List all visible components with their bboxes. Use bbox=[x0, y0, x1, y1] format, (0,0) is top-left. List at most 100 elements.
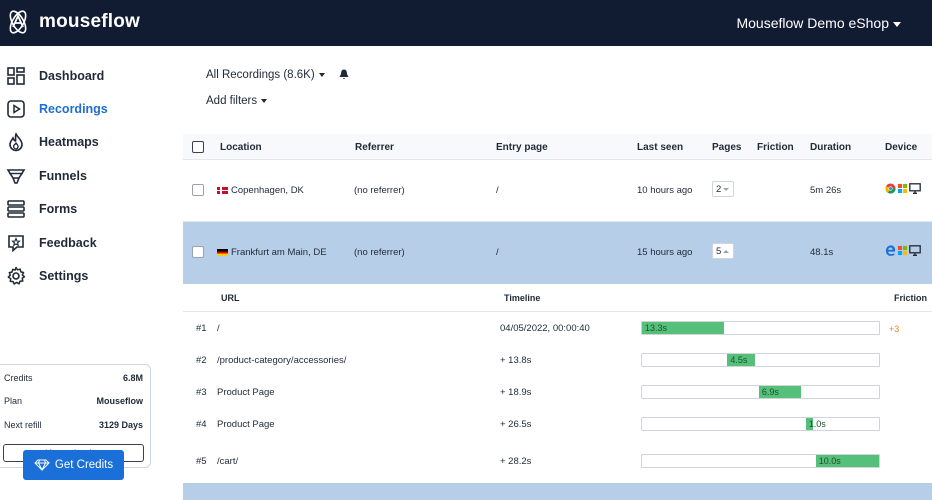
pages-count: 2 bbox=[716, 183, 722, 195]
windows-icon bbox=[897, 245, 908, 256]
get-credits-button[interactable]: Get Credits bbox=[23, 450, 124, 480]
timeline-bar-fill bbox=[642, 322, 724, 334]
column-header-device[interactable]: Device bbox=[885, 142, 918, 153]
column-header-entry-page[interactable]: Entry page bbox=[496, 142, 548, 153]
windows-icon bbox=[897, 183, 908, 194]
pages-count: 5 bbox=[716, 245, 722, 257]
duration-cell: 48.1s bbox=[810, 247, 834, 258]
column-header-referrer[interactable]: Referrer bbox=[355, 142, 394, 153]
main-content: All Recordings (8.6K) Add filters Locati… bbox=[183, 46, 932, 500]
chevron-down-icon bbox=[723, 187, 730, 191]
play-icon bbox=[7, 100, 25, 118]
pageview-index: #5 bbox=[196, 456, 207, 467]
pageview-time: + 18.9s bbox=[500, 387, 532, 398]
plan-label: Plan bbox=[4, 396, 23, 406]
select-all-checkbox[interactable] bbox=[192, 141, 204, 153]
sidebar-item-label: Funnels bbox=[39, 169, 87, 183]
pageview-row[interactable]: #5 /cart/ + 28.2s 10.0s bbox=[183, 454, 932, 478]
pageview-index: #2 bbox=[196, 355, 207, 366]
timeline-bar-fill bbox=[815, 455, 879, 467]
timeline-duration: 10.0s bbox=[818, 456, 841, 466]
edge-icon bbox=[885, 245, 896, 256]
sidebar-item-recordings[interactable]: Recordings bbox=[6, 97, 108, 121]
chevron-down-icon bbox=[893, 21, 901, 27]
column-header-url: URL bbox=[221, 293, 240, 303]
friction-score: +3 bbox=[889, 324, 900, 334]
sidebar-item-feedback[interactable]: Feedback bbox=[6, 231, 97, 255]
refill-row: Next refill 3129 Days bbox=[4, 420, 143, 430]
sidebar-item-label: Feedback bbox=[39, 236, 97, 250]
sidebar-item-settings[interactable]: Settings bbox=[6, 264, 88, 288]
column-header-last-seen[interactable]: Last seen bbox=[637, 142, 684, 153]
site-selector[interactable]: Mouseflow Demo eShop bbox=[736, 15, 901, 31]
pageview-row[interactable]: #4 Product Page + 26.5s 1.0s bbox=[183, 417, 932, 441]
timeline-bar: 10.0s bbox=[641, 454, 880, 468]
sidebar-item-label: Settings bbox=[39, 269, 89, 283]
table-row[interactable]: Copenhagen, DK (no referrer) / 10 hours … bbox=[183, 160, 932, 222]
table-row-next[interactable] bbox=[183, 483, 932, 500]
column-header-pages[interactable]: Pages bbox=[712, 142, 742, 153]
recordings-selector[interactable]: All Recordings (8.6K) bbox=[206, 69, 325, 81]
feedback-icon bbox=[8, 235, 24, 253]
germany-flag-icon bbox=[217, 248, 228, 256]
table-header: Location Referrer Entry page Last seen P… bbox=[183, 134, 932, 160]
forms-icon bbox=[7, 200, 25, 218]
entry-page-cell[interactable]: / bbox=[496, 247, 499, 258]
column-header-friction[interactable]: Friction bbox=[757, 142, 794, 153]
pageview-time: 04/05/2022, 00:00:40 bbox=[500, 323, 590, 334]
logo[interactable]: mouseflow bbox=[4, 8, 140, 36]
denmark-flag-icon bbox=[217, 186, 228, 194]
sidebar-item-label: Dashboard bbox=[39, 69, 105, 83]
pageview-url[interactable]: /cart/ bbox=[217, 456, 239, 467]
pageview-row[interactable]: #3 Product Page + 18.9s 6.9s bbox=[183, 385, 932, 409]
pageview-url[interactable]: /product-category/accessories/ bbox=[217, 355, 347, 366]
recordings-selector-label: All Recordings (8.6K) bbox=[206, 69, 315, 81]
location-cell: Copenhagen, DK bbox=[217, 185, 304, 196]
column-header-duration[interactable]: Duration bbox=[810, 142, 852, 153]
sidebar: Dashboard Recordings Heatmaps Funnels Fo… bbox=[0, 46, 152, 500]
pageview-url[interactable]: Product Page bbox=[217, 387, 275, 398]
logo-text: mouseflow bbox=[39, 11, 141, 32]
pageview-row[interactable]: #2 /product-category/accessories/ + 13.8… bbox=[183, 353, 932, 377]
timeline-bar: 13.3s bbox=[641, 321, 880, 335]
entry-page-cell[interactable]: / bbox=[496, 185, 499, 196]
row-checkbox[interactable] bbox=[192, 184, 204, 196]
sidebar-item-funnels[interactable]: Funnels bbox=[6, 164, 87, 188]
pageview-index: #3 bbox=[196, 387, 207, 398]
table-row-selected[interactable]: Frankfurt am Main, DE (no referrer) / 15… bbox=[183, 222, 932, 284]
gem-icon bbox=[34, 459, 50, 471]
pageviews-header: URL Timeline Friction bbox=[183, 284, 932, 312]
pages-toggle[interactable]: 2 bbox=[712, 181, 734, 197]
pageview-url[interactable]: / bbox=[217, 323, 220, 334]
pageview-row[interactable]: #1 / 04/05/2022, 00:00:40 13.3s +3 bbox=[183, 321, 932, 345]
duration-cell: 5m 26s bbox=[810, 185, 842, 196]
pages-toggle[interactable]: 5 bbox=[712, 243, 734, 259]
pageview-index: #4 bbox=[196, 419, 207, 430]
bell-icon[interactable] bbox=[339, 69, 349, 80]
sidebar-item-dashboard[interactable]: Dashboard bbox=[6, 64, 104, 88]
sidebar-item-label: Forms bbox=[39, 202, 78, 216]
referrer-cell: (no referrer) bbox=[354, 247, 405, 258]
sidebar-item-forms[interactable]: Forms bbox=[6, 197, 77, 221]
desktop-icon bbox=[909, 245, 921, 256]
column-header-location[interactable]: Location bbox=[220, 142, 262, 153]
pageview-index: #1 bbox=[196, 323, 207, 334]
site-selector-label: Mouseflow Demo eShop bbox=[736, 15, 889, 31]
credits-value: 6.8M bbox=[122, 373, 143, 383]
device-cell bbox=[885, 245, 921, 256]
timeline-bar: 6.9s bbox=[641, 385, 880, 399]
timeline-duration: 1.0s bbox=[808, 419, 826, 429]
location-text: Copenhagen, DK bbox=[231, 185, 304, 196]
column-header-timeline: Timeline bbox=[504, 293, 541, 303]
funnel-icon bbox=[6, 169, 26, 184]
chevron-down-icon bbox=[261, 99, 268, 103]
mouseflow-logo-icon bbox=[9, 10, 27, 34]
chrome-icon bbox=[885, 183, 896, 194]
gear-icon bbox=[7, 266, 26, 285]
sidebar-item-heatmaps[interactable]: Heatmaps bbox=[6, 130, 99, 154]
pageview-url[interactable]: Product Page bbox=[217, 419, 275, 430]
dashboard-icon bbox=[7, 67, 25, 85]
row-checkbox[interactable] bbox=[192, 246, 204, 258]
add-filters-button[interactable]: Add filters bbox=[206, 95, 268, 107]
timeline-duration: 13.3s bbox=[645, 323, 668, 333]
